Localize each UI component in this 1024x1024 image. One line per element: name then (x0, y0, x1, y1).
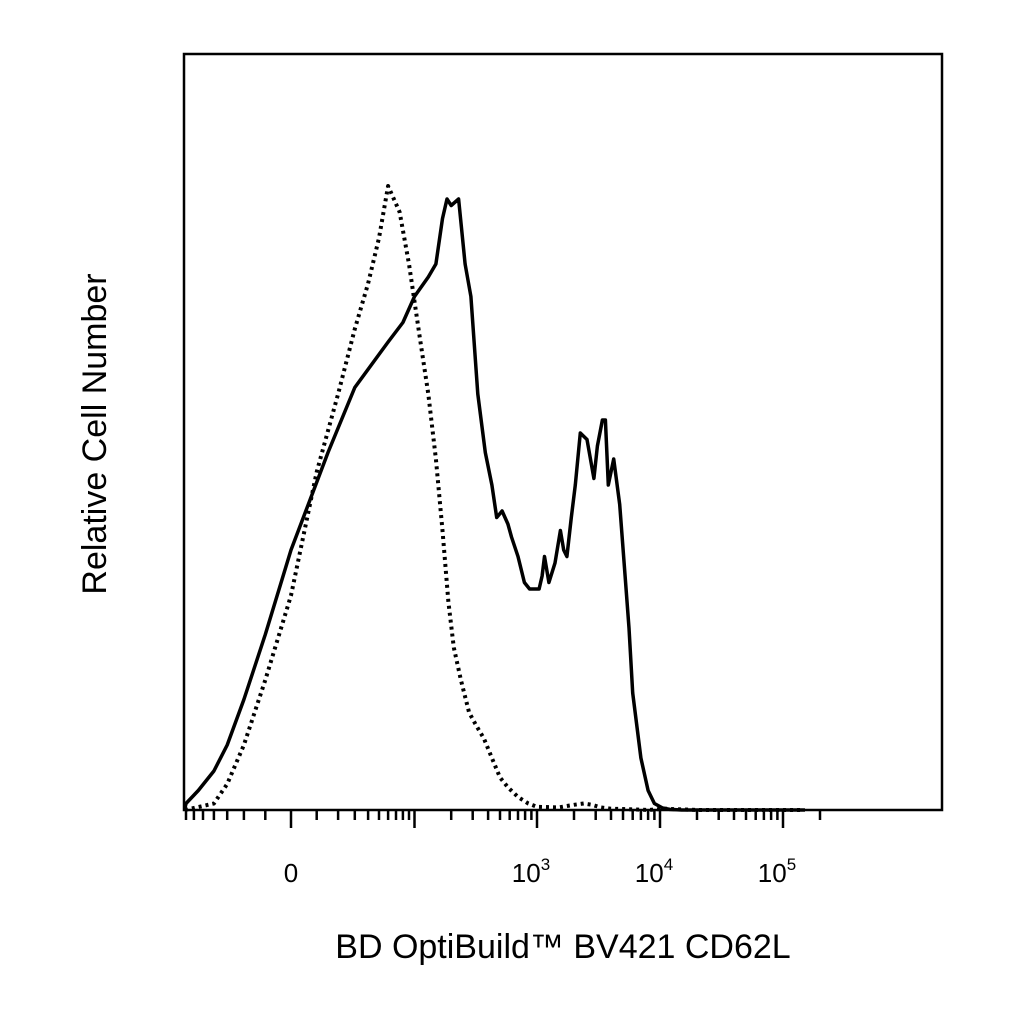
x-tick-label: 105 (758, 855, 796, 888)
x-tick-label: 103 (512, 855, 550, 888)
x-axis-ticks (184, 810, 822, 828)
x-tick-label: 0 (284, 858, 298, 888)
series-layer (183, 184, 805, 812)
series-solid-line (183, 197, 805, 812)
x-tick-label: 104 (635, 855, 673, 888)
x-axis-title: BD OptiBuild™ BV421 CD62L (335, 928, 790, 966)
x-axis-tick-labels: 0 103 104 105 (284, 855, 796, 888)
plot-frame (182, 52, 944, 812)
y-axis-title: Relative Cell Number (76, 273, 114, 594)
